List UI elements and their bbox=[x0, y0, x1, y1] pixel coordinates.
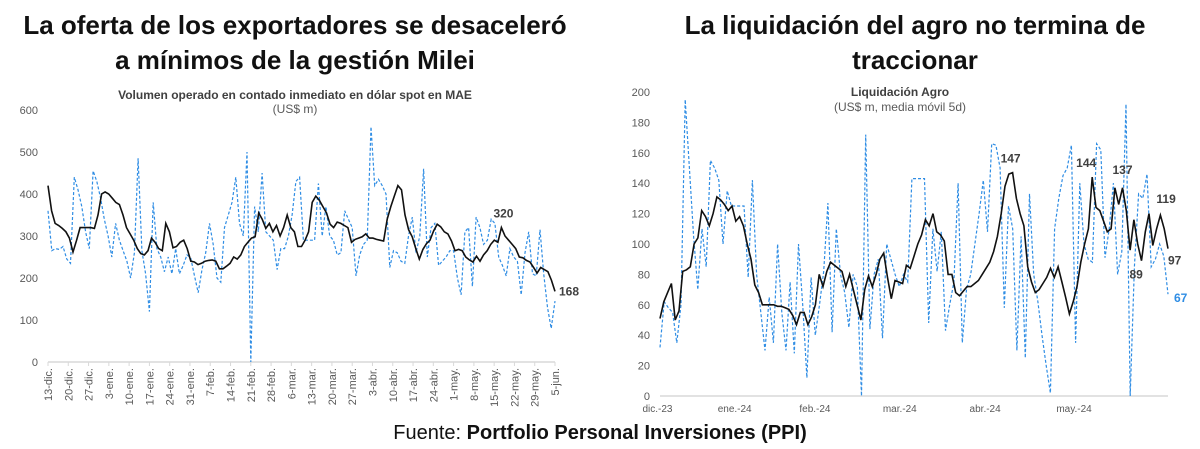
x-tick-label: 17-abr. bbox=[408, 368, 420, 402]
x-tick-label: 3-abr. bbox=[367, 368, 379, 396]
x-tick-label: 24-abr. bbox=[428, 368, 440, 402]
x-tick-label: 10-abr. bbox=[388, 368, 400, 402]
chart-subtitle: (US$ m, media móvil 5d) bbox=[834, 100, 966, 114]
y-tick-label: 100 bbox=[632, 239, 650, 251]
chart-subtitle: (US$ m) bbox=[273, 102, 318, 116]
data-label: 67 bbox=[1174, 291, 1188, 305]
x-tick-label: 7-feb. bbox=[205, 368, 217, 396]
x-tick-label: 1-may. bbox=[449, 368, 461, 401]
x-tick-label: mar.-24 bbox=[883, 404, 917, 415]
x-tick-label: 20-dic. bbox=[63, 368, 75, 401]
left-headline: La oferta de los exportadores se desacel… bbox=[0, 8, 590, 78]
y-tick-label: 60 bbox=[638, 300, 650, 312]
y-tick-label: 160 bbox=[632, 148, 650, 160]
y-tick-label: 120 bbox=[632, 209, 650, 221]
average-series-line bbox=[47, 184, 556, 292]
y-tick-label: 140 bbox=[632, 178, 650, 190]
x-tick-label: abr.-24 bbox=[970, 404, 1002, 415]
x-tick-label: 14-feb. bbox=[226, 368, 238, 402]
x-tick-label: may.-24 bbox=[1056, 404, 1092, 415]
y-tick-label: 180 bbox=[632, 117, 650, 129]
x-tick-label: 28-feb. bbox=[266, 368, 278, 402]
y-tick-label: 200 bbox=[632, 87, 650, 99]
y-tick-label: 500 bbox=[20, 147, 38, 159]
data-label: 137 bbox=[1113, 163, 1133, 177]
data-label: 119 bbox=[1156, 192, 1176, 206]
x-tick-label: 31-ene. bbox=[185, 368, 197, 405]
x-tick-label: feb.-24 bbox=[799, 404, 831, 415]
x-tick-label: 8-may. bbox=[469, 368, 481, 401]
source-name: Portfolio Personal Inversiones (PPI) bbox=[466, 422, 807, 444]
daily-series-line bbox=[47, 126, 556, 363]
x-tick-label: 24-ene. bbox=[165, 368, 177, 405]
right-headline-line-1: La liquidación del agro no termina de bbox=[684, 10, 1146, 40]
average-series-line bbox=[659, 171, 1169, 327]
y-tick-label: 20 bbox=[638, 361, 650, 373]
x-tick-label: 10-ene. bbox=[124, 368, 136, 405]
data-label: 147 bbox=[1001, 152, 1021, 166]
x-tick-label: 15-may. bbox=[489, 368, 501, 407]
chart-title: Volumen operado en contado inmediato en … bbox=[118, 88, 472, 102]
x-tick-label: 3-ene. bbox=[104, 368, 116, 399]
y-tick-label: 300 bbox=[20, 231, 38, 243]
right-headline: La liquidación del agro no termina de tr… bbox=[615, 8, 1200, 78]
source-footer: Fuente: Portfolio Personal Inversiones (… bbox=[0, 422, 1200, 445]
left-headline-line-2: a mínimos de la gestión Milei bbox=[115, 45, 475, 75]
right-headline-line-2: traccionar bbox=[852, 45, 978, 75]
x-tick-label: ene.-24 bbox=[718, 404, 752, 415]
source-prefix: Fuente: bbox=[393, 422, 462, 444]
data-label: 168 bbox=[559, 284, 579, 298]
y-tick-label: 400 bbox=[20, 189, 38, 201]
x-tick-label: 13-dic. bbox=[43, 368, 55, 401]
y-tick-label: 40 bbox=[638, 330, 650, 342]
data-label: 97 bbox=[1168, 254, 1182, 268]
x-tick-label: 17-ene. bbox=[144, 368, 156, 405]
left-headline-line-1: La oferta de los exportadores se desacel… bbox=[23, 10, 567, 40]
data-label: 89 bbox=[1129, 268, 1143, 282]
x-tick-label: 22-may. bbox=[509, 368, 521, 407]
y-tick-label: 200 bbox=[20, 273, 38, 285]
x-tick-label: 20-mar. bbox=[327, 368, 339, 405]
x-tick-label: 6-mar. bbox=[286, 368, 298, 399]
x-tick-label: 13-mar. bbox=[307, 368, 319, 405]
y-tick-label: 0 bbox=[644, 391, 650, 403]
y-tick-label: 0 bbox=[32, 357, 38, 369]
data-label: 144 bbox=[1076, 156, 1096, 170]
chart-title: Liquidación Agro bbox=[851, 85, 949, 99]
data-label: 320 bbox=[493, 207, 513, 221]
daily-series-line bbox=[659, 99, 1169, 397]
x-tick-label: 5-jun. bbox=[550, 368, 562, 396]
x-tick-label: 27-mar. bbox=[347, 368, 359, 405]
x-tick-label: dic.-23 bbox=[642, 404, 672, 415]
y-tick-label: 80 bbox=[638, 269, 650, 281]
y-tick-label: 100 bbox=[20, 315, 38, 327]
x-tick-label: 29-may. bbox=[530, 368, 542, 407]
x-tick-label: 21-feb. bbox=[246, 368, 258, 402]
x-tick-label: 27-dic. bbox=[84, 368, 96, 401]
y-tick-label: 600 bbox=[20, 105, 38, 117]
